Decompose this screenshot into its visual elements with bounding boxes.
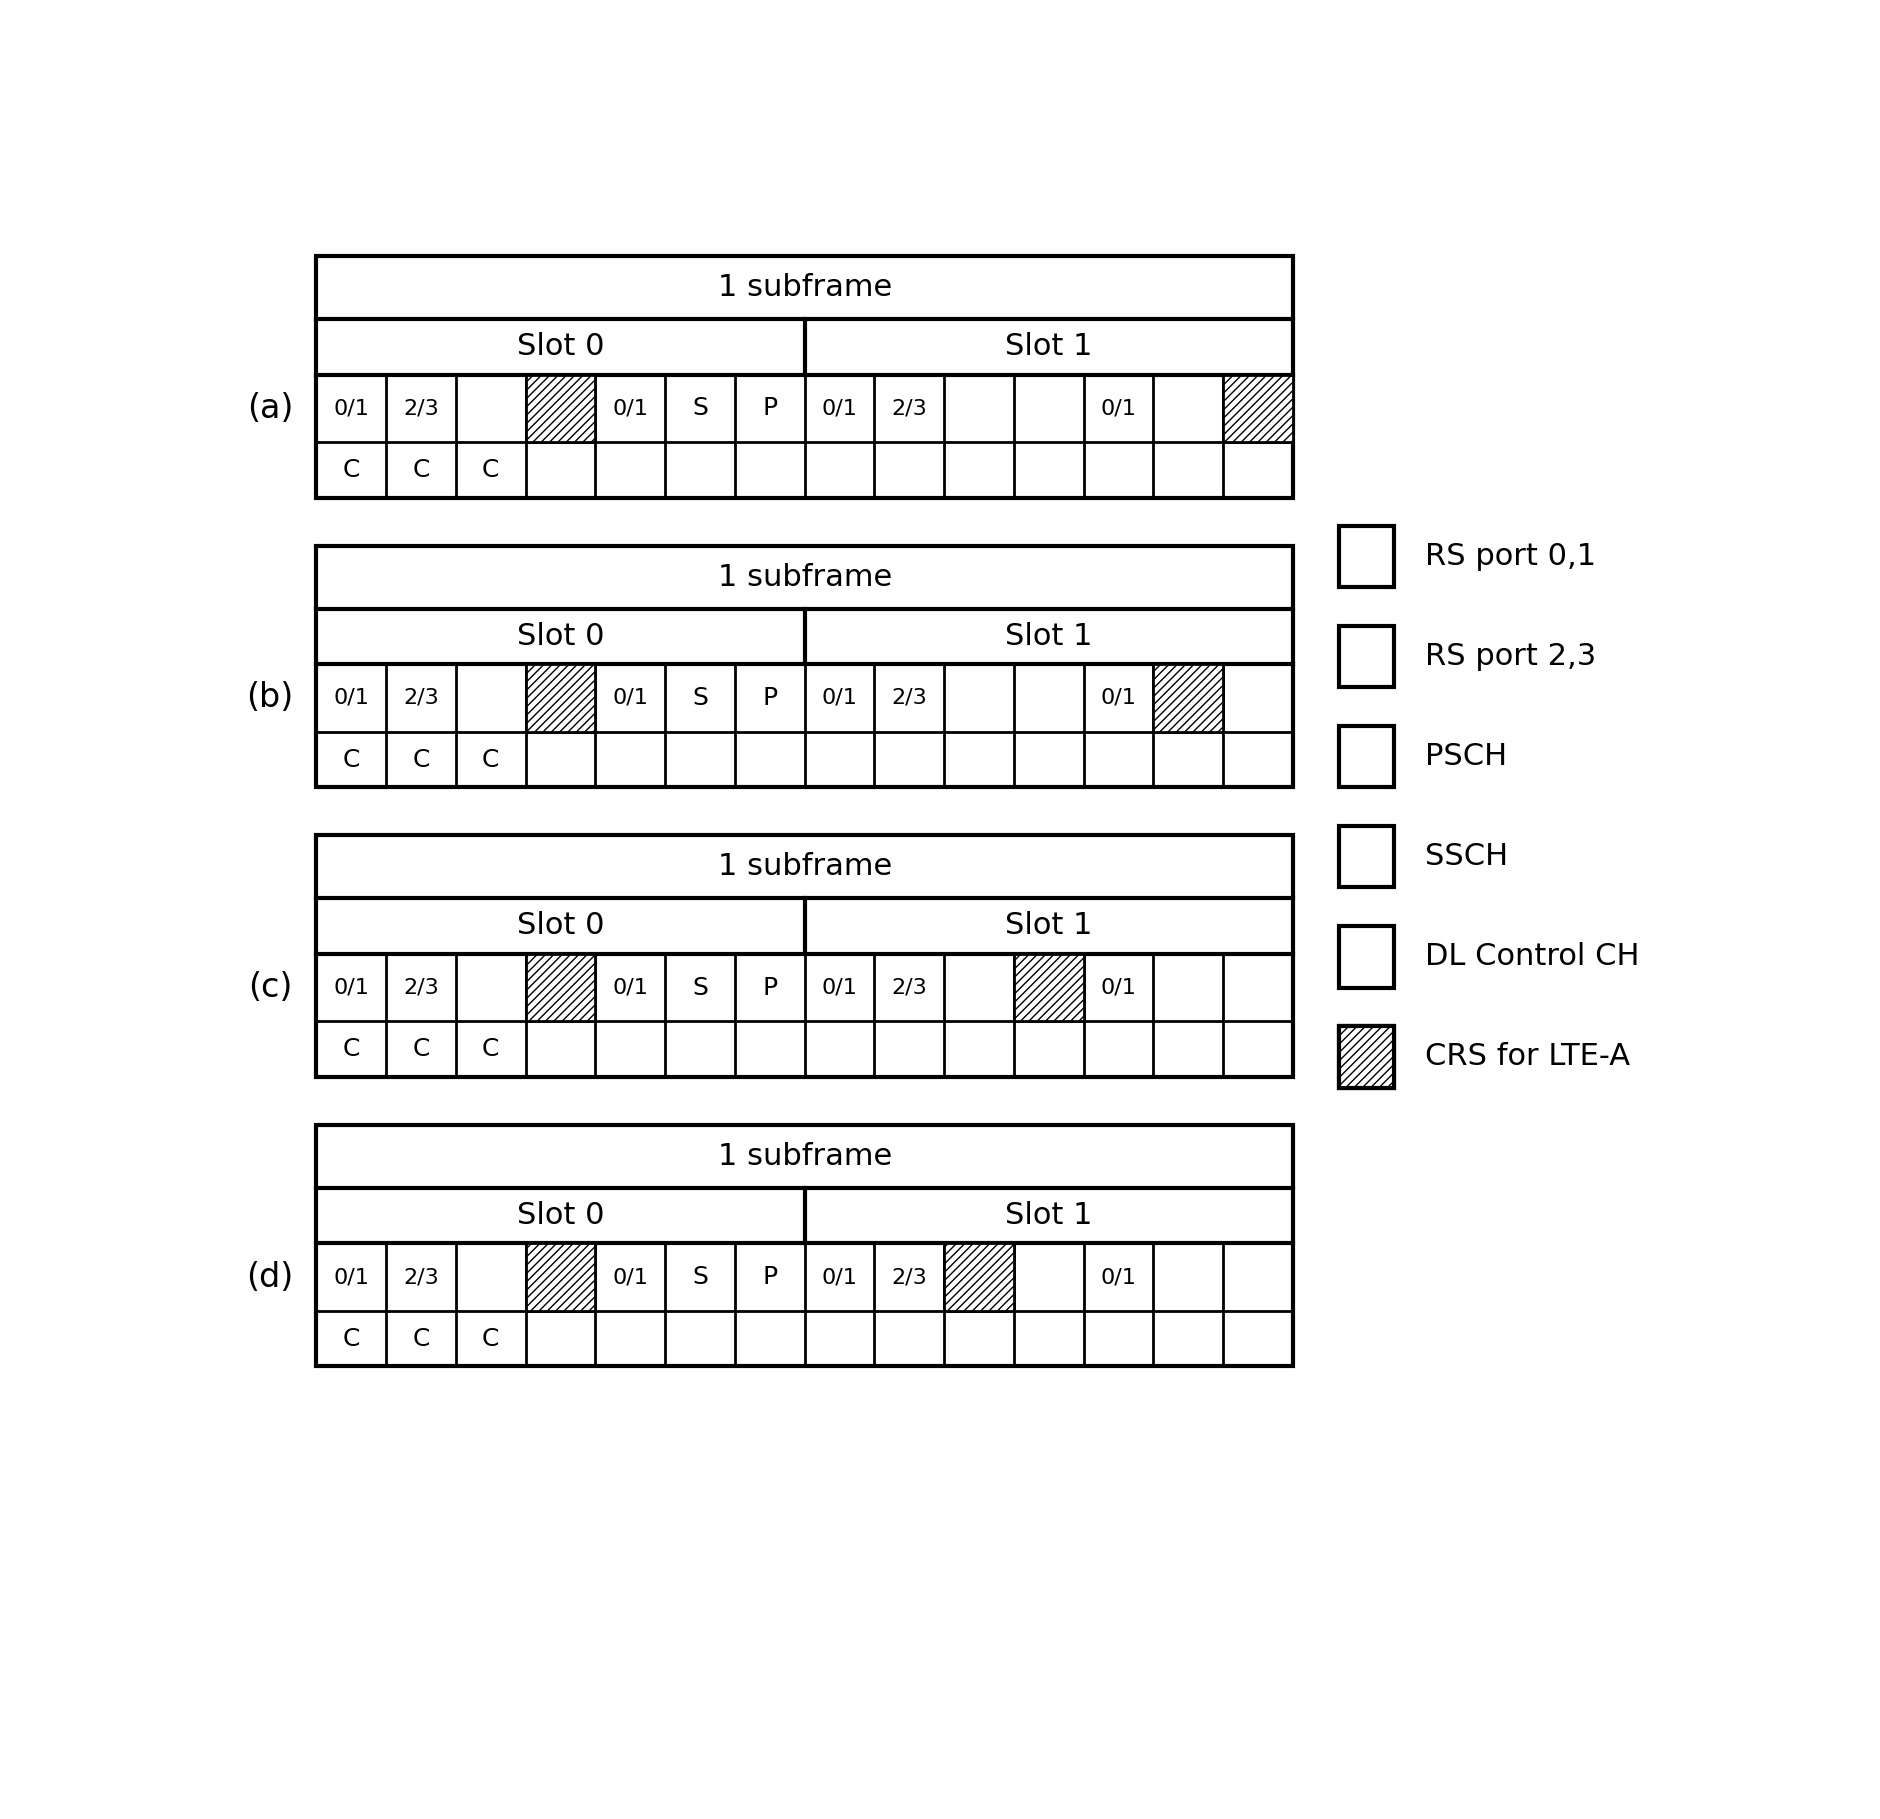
Text: S: S	[692, 1264, 709, 1290]
Text: S: S	[692, 975, 709, 999]
Text: (a): (a)	[246, 391, 293, 426]
Text: S: S	[692, 686, 709, 709]
Text: 2/3: 2/3	[402, 977, 438, 997]
Text: P: P	[761, 397, 776, 420]
Text: 2/3: 2/3	[402, 688, 438, 708]
Text: 0/1: 0/1	[613, 1268, 649, 1288]
Text: C: C	[481, 1037, 500, 1060]
Bar	[944, 1242, 1013, 1311]
Text: 0/1: 0/1	[822, 398, 857, 418]
Text: 0/1: 0/1	[822, 688, 857, 708]
Bar	[1339, 526, 1393, 588]
Text: 0/1: 0/1	[333, 398, 368, 418]
Text: 2/3: 2/3	[891, 688, 927, 708]
Bar	[1339, 1026, 1393, 1088]
Text: Slot 1: Slot 1	[1006, 622, 1092, 651]
Bar	[1339, 926, 1393, 988]
Text: PSCH: PSCH	[1425, 742, 1506, 771]
Text: P: P	[761, 1264, 776, 1290]
Bar	[316, 256, 1293, 498]
Bar	[316, 835, 1293, 1077]
Text: S: S	[692, 397, 709, 420]
Text: 0/1: 0/1	[1346, 544, 1387, 568]
Bar	[526, 375, 596, 442]
Text: RS port 2,3: RS port 2,3	[1425, 642, 1596, 671]
Text: 0/1: 0/1	[333, 1268, 368, 1288]
Text: C: C	[1357, 942, 1376, 971]
Text: Slot 0: Slot 0	[517, 622, 603, 651]
Bar	[526, 664, 596, 731]
Text: Slot 0: Slot 0	[517, 1201, 603, 1230]
Text: (c): (c)	[248, 971, 291, 1004]
Text: Slot 1: Slot 1	[1006, 911, 1092, 940]
Text: 0/1: 0/1	[613, 977, 649, 997]
Text: C: C	[412, 1326, 431, 1352]
Bar	[1013, 953, 1083, 1022]
Text: Slot 1: Slot 1	[1006, 333, 1092, 362]
Text: 0/1: 0/1	[613, 688, 649, 708]
Bar	[1339, 726, 1393, 788]
Bar	[526, 1242, 596, 1311]
Text: Slot 0: Slot 0	[517, 911, 603, 940]
Bar	[1339, 826, 1393, 888]
Bar	[1339, 1026, 1393, 1088]
Text: 2/3: 2/3	[891, 977, 927, 997]
Text: 0/1: 0/1	[1100, 977, 1136, 997]
Text: P: P	[1357, 742, 1374, 771]
Text: S: S	[1357, 842, 1376, 871]
Bar	[1339, 626, 1393, 688]
Bar	[1152, 664, 1224, 731]
Text: 2/3: 2/3	[402, 398, 438, 418]
Text: 2/3: 2/3	[402, 1268, 438, 1288]
Text: C: C	[412, 748, 431, 771]
Bar	[526, 375, 596, 442]
Text: 1 subframe: 1 subframe	[718, 273, 891, 302]
Text: (d): (d)	[246, 1261, 293, 1293]
Text: C: C	[342, 1326, 359, 1352]
Bar	[316, 1124, 1293, 1366]
Text: Slot 0: Slot 0	[517, 333, 603, 362]
Text: 0/1: 0/1	[1100, 688, 1136, 708]
Bar	[1224, 375, 1293, 442]
Text: C: C	[412, 1037, 431, 1060]
Bar	[1339, 1026, 1393, 1088]
Text: 0/1: 0/1	[1100, 1268, 1136, 1288]
Text: (b): (b)	[246, 682, 293, 715]
Text: 1 subframe: 1 subframe	[718, 1142, 891, 1171]
Bar	[526, 953, 596, 1022]
Text: P: P	[761, 686, 776, 709]
Bar	[526, 1242, 596, 1311]
Text: 1 subframe: 1 subframe	[718, 562, 891, 591]
Text: Slot 1: Slot 1	[1006, 1201, 1092, 1230]
Text: C: C	[481, 458, 500, 482]
Bar	[526, 953, 596, 1022]
Text: 0/1: 0/1	[333, 977, 368, 997]
Bar	[944, 1242, 1013, 1311]
Text: 0/1: 0/1	[1100, 398, 1136, 418]
Text: 1 subframe: 1 subframe	[718, 851, 891, 880]
Text: C: C	[481, 748, 500, 771]
Text: 2/3: 2/3	[891, 398, 927, 418]
Text: C: C	[342, 1037, 359, 1060]
Text: C: C	[481, 1326, 500, 1352]
Text: 2/3: 2/3	[1346, 644, 1387, 668]
Text: DL Control CH: DL Control CH	[1425, 942, 1639, 971]
Text: 0/1: 0/1	[822, 1268, 857, 1288]
Bar	[1224, 375, 1293, 442]
Text: SSCH: SSCH	[1425, 842, 1508, 871]
Bar	[1152, 664, 1224, 731]
Text: 0/1: 0/1	[822, 977, 857, 997]
Text: 0/1: 0/1	[613, 398, 649, 418]
Text: RS port 0,1: RS port 0,1	[1425, 542, 1596, 571]
Text: P: P	[761, 975, 776, 999]
Text: CRS for LTE-A: CRS for LTE-A	[1425, 1042, 1630, 1071]
Text: C: C	[342, 748, 359, 771]
Text: 2/3: 2/3	[891, 1268, 927, 1288]
Text: C: C	[412, 458, 431, 482]
Text: 0/1: 0/1	[333, 688, 368, 708]
Bar	[526, 664, 596, 731]
Bar	[1013, 953, 1083, 1022]
Bar	[316, 546, 1293, 788]
Text: C: C	[342, 458, 359, 482]
